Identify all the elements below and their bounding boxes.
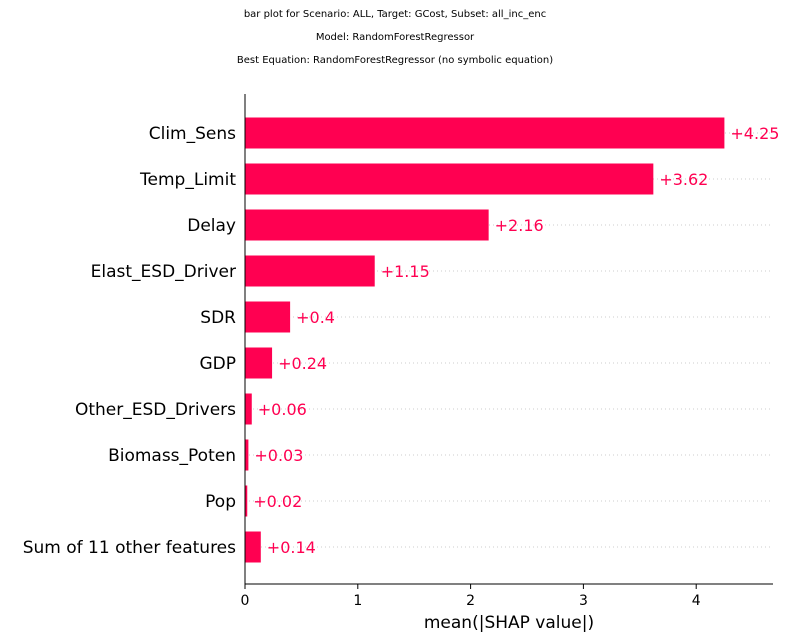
feature-label: SDR xyxy=(200,308,236,328)
bar-clim-sens xyxy=(245,117,725,149)
chart-title-line-2: Model: RandomForestRegressor xyxy=(315,32,475,43)
bars xyxy=(245,117,725,563)
x-tick-label: 3 xyxy=(579,593,588,609)
value-label: +1.15 xyxy=(381,262,430,281)
bar-pop xyxy=(245,485,248,517)
bar-elast-esd-driver xyxy=(245,255,375,287)
value-label: +0.14 xyxy=(267,538,316,557)
feature-label: Biomass_Poten xyxy=(108,446,236,466)
feature-label: Delay xyxy=(187,216,236,236)
x-tick-label: 0 xyxy=(241,593,250,609)
bar-biomass-poten xyxy=(245,439,249,471)
value-label: +0.24 xyxy=(278,354,327,373)
bar-gdp xyxy=(245,347,273,379)
bar-sum-of-11-other-features xyxy=(245,531,261,563)
value-label: +4.25 xyxy=(730,124,779,143)
x-tick-label: 2 xyxy=(466,593,475,609)
feature-label: Pop xyxy=(205,492,236,512)
bar-delay xyxy=(245,209,489,241)
chart-title-line-3: Best Equation: RandomForestRegressor (no… xyxy=(236,55,554,66)
x-axis-title: mean(|SHAP value|) xyxy=(424,613,594,633)
value-label: +0.06 xyxy=(258,400,307,419)
feature-label: Sum of 11 other features xyxy=(23,538,236,558)
feature-label: Elast_ESD_Driver xyxy=(91,262,236,282)
feature-label: Other_ESD_Drivers xyxy=(75,400,236,420)
value-label: +0.03 xyxy=(254,446,303,465)
bar-other-esd-drivers xyxy=(245,393,252,425)
value-label: +3.62 xyxy=(659,170,708,189)
feature-label: Temp_Limit xyxy=(139,170,236,190)
row-guide-lines xyxy=(245,132,773,548)
value-label: +2.16 xyxy=(495,216,544,235)
feature-label: Clim_Sens xyxy=(149,124,236,144)
x-axis-ticks: 0 1 2 3 4 xyxy=(241,584,701,609)
x-tick-label: 1 xyxy=(353,593,362,609)
bar-temp-limit xyxy=(245,163,654,195)
labels: Clim_Sens +4.25 Temp_Limit +3.62 Delay +2.16 E… xyxy=(23,124,780,558)
chart-title-line-1: bar plot for Scenario: ALL, Target: GCos… xyxy=(243,9,547,20)
feature-label: GDP xyxy=(199,354,236,374)
value-label: +0.02 xyxy=(253,492,302,511)
bar-sdr xyxy=(245,301,291,333)
x-tick-label: 4 xyxy=(692,593,701,609)
value-label: +0.4 xyxy=(296,308,335,327)
